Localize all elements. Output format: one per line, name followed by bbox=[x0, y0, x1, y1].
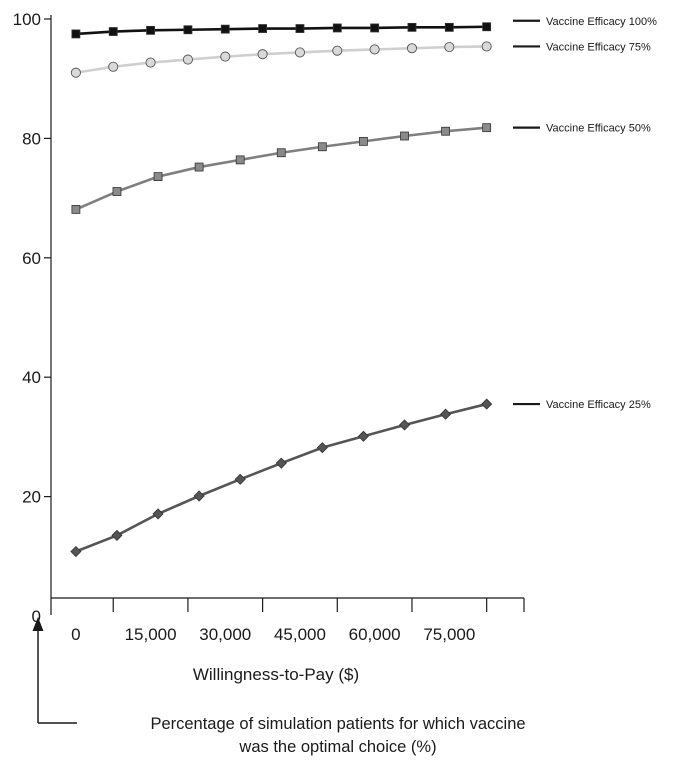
y-tick-label: 80 bbox=[22, 129, 41, 148]
data-point bbox=[407, 22, 417, 32]
data-point bbox=[481, 398, 493, 410]
data-point bbox=[316, 442, 328, 454]
x-tick-label: 0 bbox=[71, 625, 80, 644]
data-point bbox=[400, 131, 409, 141]
series-layer bbox=[70, 22, 493, 558]
y-ticks: 0 20 40 60 80 100 bbox=[13, 10, 51, 626]
legend-item-1: Vaccine Efficacy 75% bbox=[513, 41, 651, 53]
series-line bbox=[75, 25, 487, 36]
data-point bbox=[183, 25, 193, 35]
y-tick-label: 40 bbox=[22, 368, 41, 387]
series-2 bbox=[71, 123, 492, 214]
data-point bbox=[257, 49, 268, 60]
data-point bbox=[258, 24, 268, 33]
series-0 bbox=[71, 22, 492, 39]
data-point bbox=[444, 42, 455, 53]
data-point bbox=[359, 136, 368, 146]
data-point bbox=[332, 23, 342, 33]
data-point bbox=[182, 54, 193, 65]
data-point bbox=[440, 408, 452, 420]
x-tick-label: 75,000 bbox=[423, 625, 475, 644]
data-point bbox=[71, 205, 81, 214]
data-point bbox=[193, 490, 205, 502]
data-point bbox=[152, 508, 164, 520]
series-line bbox=[75, 126, 487, 211]
series-line bbox=[75, 402, 487, 553]
legend-label: Vaccine Efficacy 75% bbox=[546, 41, 651, 53]
series-3 bbox=[70, 398, 493, 558]
data-point bbox=[295, 24, 305, 33]
data-point bbox=[108, 61, 119, 72]
series-1 bbox=[70, 41, 492, 78]
data-point bbox=[441, 126, 450, 136]
data-point bbox=[317, 142, 327, 152]
y-tick-label: 20 bbox=[22, 488, 41, 507]
y-axis-title-line-1: Percentage of simulation patients for wh… bbox=[150, 715, 525, 733]
series-line bbox=[75, 45, 487, 75]
data-point bbox=[70, 67, 81, 78]
y-tick-label: 100 bbox=[13, 10, 41, 29]
data-point bbox=[482, 123, 492, 133]
data-point bbox=[369, 44, 380, 55]
data-point bbox=[71, 29, 81, 39]
data-point bbox=[220, 24, 230, 34]
data-point bbox=[146, 25, 155, 35]
y-axis-title-note: Percentage of simulation patients for wh… bbox=[32, 617, 526, 756]
x-axis-title: Willingness-to-Pay ($) bbox=[193, 665, 359, 684]
data-point bbox=[482, 22, 492, 32]
y-tick-label: 0 bbox=[32, 607, 41, 626]
data-point bbox=[235, 155, 245, 165]
data-point bbox=[398, 419, 411, 431]
data-point bbox=[153, 172, 163, 182]
legend-item-3: Vaccine Efficacy 25% bbox=[513, 399, 651, 411]
data-point bbox=[444, 22, 454, 32]
data-point bbox=[70, 545, 82, 558]
legend-label: Vaccine Efficacy 25% bbox=[546, 399, 651, 411]
data-point bbox=[275, 457, 287, 469]
data-point bbox=[481, 41, 492, 52]
data-point bbox=[108, 27, 118, 36]
data-point bbox=[234, 473, 246, 485]
legend-item-2: Vaccine Efficacy 50% bbox=[513, 123, 651, 135]
legend-label: Vaccine Efficacy 50% bbox=[546, 123, 651, 135]
data-point bbox=[370, 23, 380, 33]
legend-label: Vaccine Efficacy 100% bbox=[546, 16, 657, 28]
x-tick-label: 60,000 bbox=[349, 625, 401, 644]
data-point bbox=[276, 148, 286, 158]
data-point bbox=[332, 45, 343, 56]
x-tick-label: 45,000 bbox=[274, 625, 326, 644]
x-tick-label: 15,000 bbox=[125, 625, 177, 644]
data-point bbox=[406, 43, 418, 54]
x-ticks: 0 15,000 30,000 45,000 60,000 75,000 bbox=[71, 598, 525, 644]
note-arrow-head bbox=[32, 617, 44, 631]
data-point bbox=[357, 430, 369, 442]
legend-item-0: Vaccine Efficacy 100% bbox=[513, 16, 657, 28]
data-point bbox=[111, 529, 123, 541]
data-point bbox=[112, 187, 122, 196]
x-tick-label: 30,000 bbox=[199, 625, 251, 644]
y-tick-label: 60 bbox=[22, 249, 41, 268]
data-point bbox=[220, 51, 231, 62]
data-point bbox=[194, 162, 204, 172]
legend: Vaccine Efficacy 100% Vaccine Efficacy 75… bbox=[513, 16, 657, 411]
data-point bbox=[145, 57, 156, 68]
data-point bbox=[294, 47, 305, 58]
y-axis-title-line-2: was the optimal choice (%) bbox=[238, 738, 436, 756]
axes bbox=[50, 15, 524, 615]
